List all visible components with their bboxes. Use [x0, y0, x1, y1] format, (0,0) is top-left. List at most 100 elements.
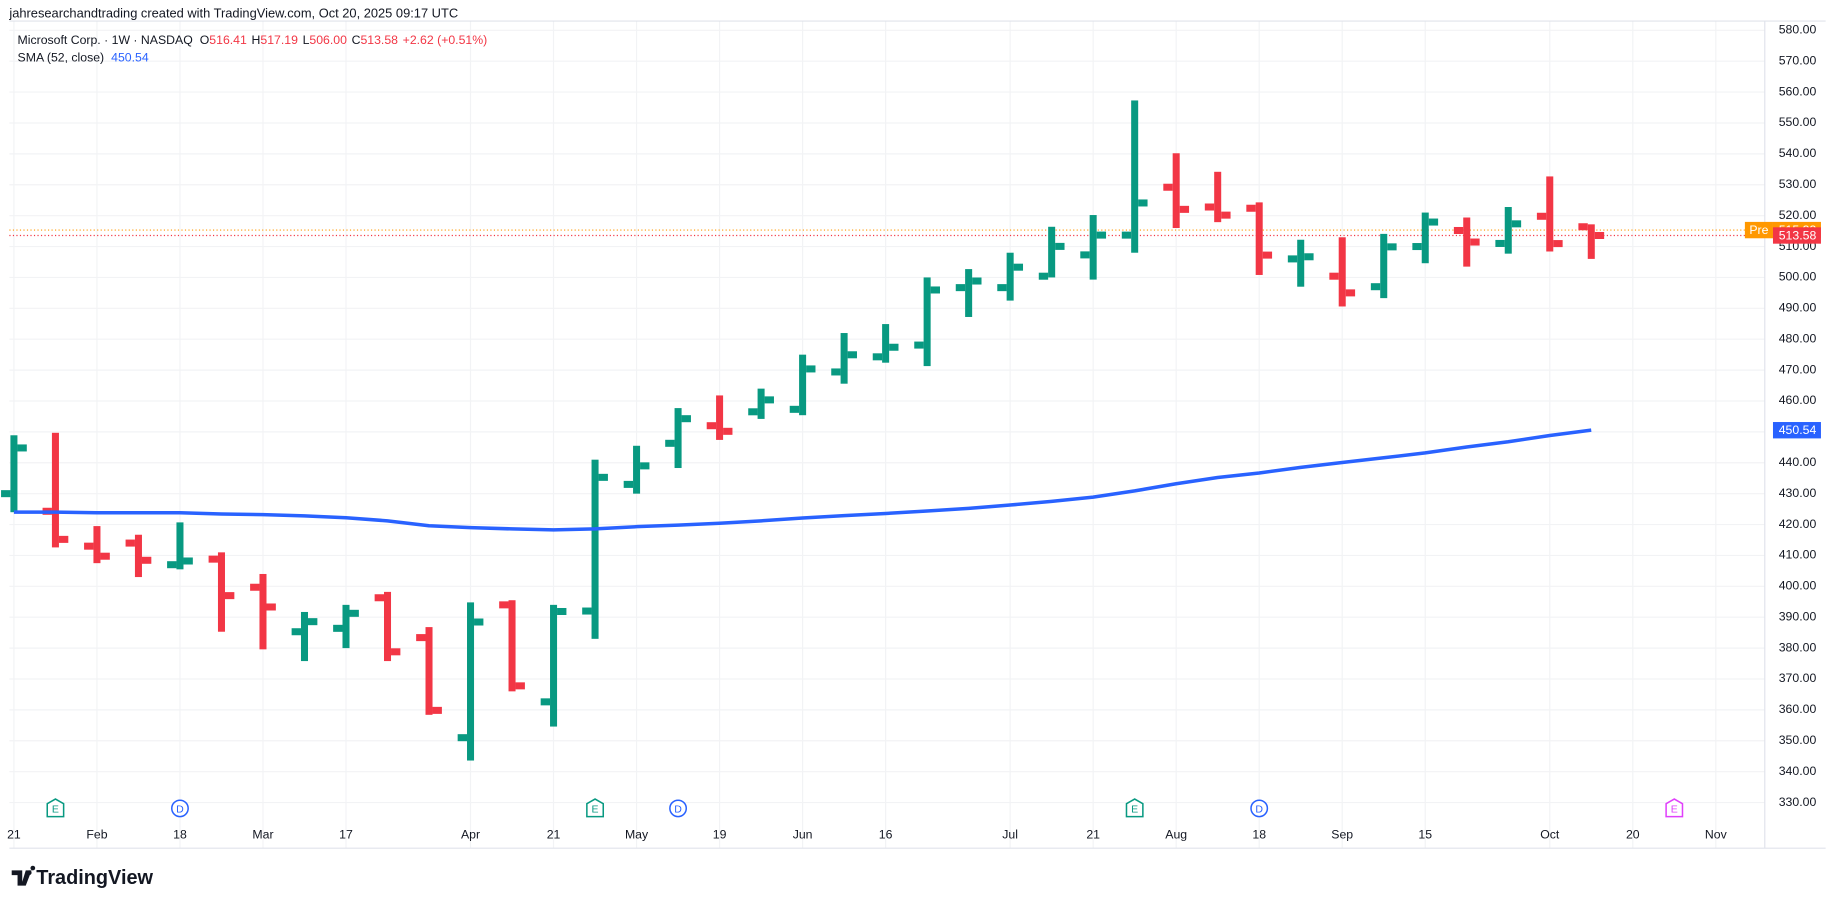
event-label: E	[1131, 803, 1138, 815]
bar-range	[1421, 212, 1429, 264]
bar-range	[882, 324, 890, 363]
x-tick-label: 15	[1418, 828, 1432, 842]
legend-key: O	[200, 33, 210, 47]
y-tick-label: 350.00	[1779, 733, 1817, 747]
bar-range	[1048, 226, 1056, 278]
legend-key: H	[252, 33, 261, 47]
bar-open	[291, 628, 301, 636]
bar-close	[1221, 211, 1231, 219]
bar-close	[100, 552, 110, 560]
bar-close	[17, 444, 27, 452]
ohlc-bar	[582, 459, 608, 639]
ohlc-bar	[914, 277, 941, 367]
x-tick-label: 17	[339, 828, 353, 842]
bar-close	[224, 592, 235, 600]
ohlc-bar	[1370, 233, 1397, 299]
bar-open	[955, 284, 966, 292]
bar-close	[515, 682, 525, 690]
bar-open	[914, 341, 924, 349]
bar-open	[84, 542, 94, 550]
legend: Microsoft Corp. · 1W · NASDAQ O516.41 H517…	[18, 33, 488, 47]
event-label: D	[1255, 803, 1263, 815]
y-tick-label: 410.00	[1779, 548, 1817, 562]
bar-close	[474, 618, 484, 626]
x-tick-label: 18	[1252, 828, 1266, 842]
bar-range	[799, 354, 807, 416]
bar-range	[840, 333, 848, 384]
bar-close	[1138, 199, 1148, 207]
legend-key: C	[352, 33, 361, 47]
x-tick-label: Apr	[461, 828, 480, 842]
ohlc-bar	[665, 408, 691, 469]
bar-range	[1172, 153, 1180, 229]
ohlc-bar	[499, 600, 525, 692]
bar-range	[425, 627, 433, 715]
bar-close	[1511, 220, 1522, 228]
bar-close	[598, 473, 608, 481]
bar-open	[1204, 203, 1215, 211]
tag-box	[1744, 221, 1773, 239]
ohlc-bar	[333, 604, 359, 649]
bar-range	[508, 600, 516, 692]
plot	[1, 100, 1765, 761]
bar-close	[1055, 242, 1065, 250]
bar-open	[789, 405, 800, 413]
ohlc-bar	[1038, 226, 1065, 280]
ohlc-bar	[167, 522, 193, 570]
bar-open	[1038, 272, 1049, 280]
ohlc-bar	[1453, 217, 1480, 267]
bar-open	[997, 284, 1007, 292]
bar-close	[640, 462, 650, 470]
bar-close	[681, 415, 691, 423]
logo-text: TradingView	[36, 867, 153, 889]
ohlc-bar	[1204, 171, 1231, 223]
ohlc-bar	[1246, 202, 1273, 275]
x-tick-label: Jun	[793, 828, 813, 842]
event-badge	[46, 798, 65, 818]
bar-close	[764, 396, 774, 404]
bar-open	[250, 583, 260, 591]
bar-open	[1495, 239, 1505, 247]
logo-dot	[26, 870, 32, 876]
y-tick-label: 470.00	[1779, 362, 1817, 376]
bar-open	[1536, 212, 1547, 220]
y-tick-label: 580.00	[1779, 23, 1817, 37]
legend-value: 516.41	[209, 33, 247, 47]
event-badge	[171, 799, 189, 818]
bar-range	[10, 435, 18, 513]
legend-value: 506.00	[309, 33, 347, 47]
bar-close	[1096, 231, 1107, 239]
x-tick-label: May	[625, 828, 649, 842]
y-tick-label: 520.00	[1779, 208, 1817, 222]
bar-close	[266, 603, 276, 611]
x-tick-label: Jul	[1002, 828, 1018, 842]
sma-line	[13, 428, 1592, 532]
bar-range	[467, 602, 475, 761]
bar-open	[208, 555, 218, 563]
x-tick-label: 20	[1626, 828, 1640, 842]
bar-close	[1387, 243, 1397, 251]
tag-label: 513.58	[1779, 228, 1817, 242]
event-marker: D	[669, 799, 688, 818]
bar-range	[965, 269, 973, 317]
y-tick-label: 420.00	[1779, 517, 1817, 531]
event-badge	[1250, 799, 1269, 818]
event-badge	[586, 798, 605, 818]
ohlc-bar	[208, 552, 235, 632]
bar-range	[93, 526, 101, 564]
ohlc-bar	[1495, 207, 1522, 254]
bar-range	[134, 534, 142, 578]
bar-open	[1329, 272, 1339, 280]
event-badge	[669, 799, 688, 818]
bar-range	[1255, 202, 1263, 275]
bar-range	[1131, 100, 1139, 253]
bar-range	[342, 604, 350, 649]
last-price-tag: 513.58	[1772, 227, 1821, 244]
event-marker: E	[586, 798, 605, 818]
x-tick-label: 19	[713, 828, 727, 842]
legend-key: L	[303, 33, 310, 47]
bar-open	[665, 439, 675, 447]
header: jahresearchandtrading created with Tradi…	[8, 5, 458, 20]
bar-range	[1214, 171, 1222, 223]
y-tick-label: 380.00	[1779, 640, 1817, 654]
